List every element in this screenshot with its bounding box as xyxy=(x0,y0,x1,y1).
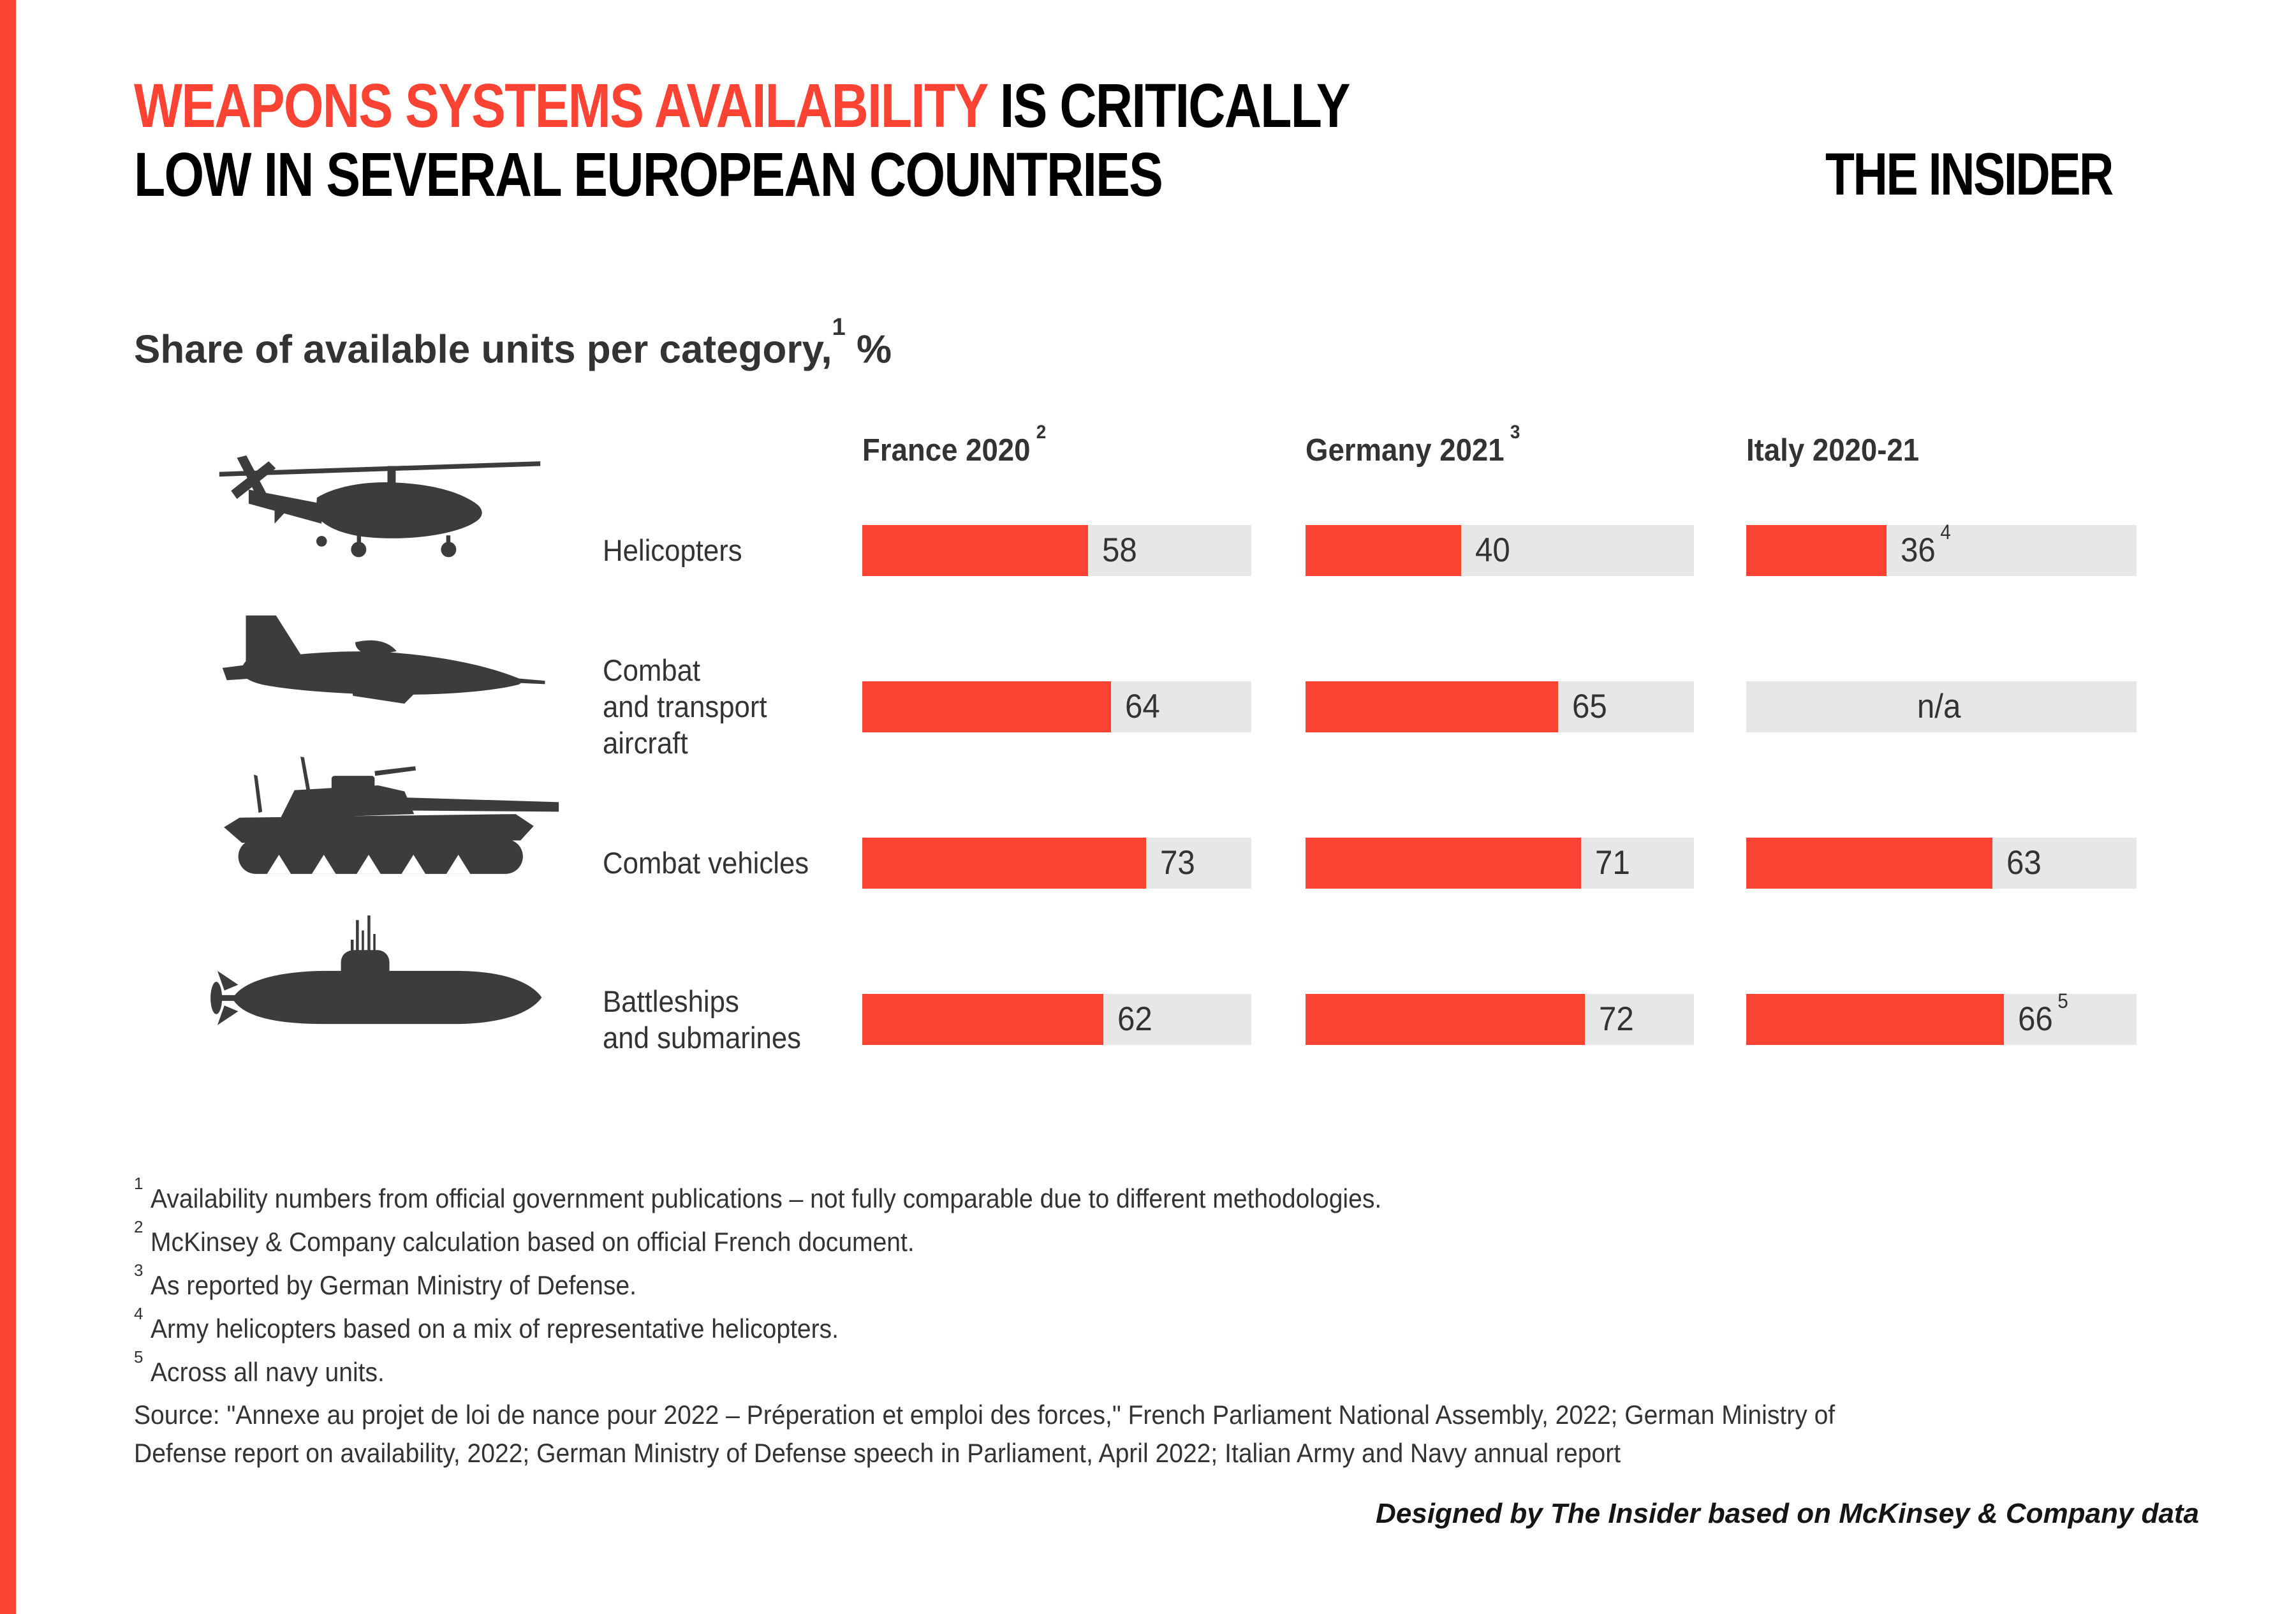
bar-track: 64 xyxy=(862,681,1251,732)
bar-value: 64 xyxy=(1125,688,1161,725)
bar-fill xyxy=(862,993,1104,1045)
footnote-3: 3 As reported by German Ministry of Defen… xyxy=(134,1261,637,1300)
bar-cell-italy-aircraft: n/a xyxy=(1746,681,2137,732)
bar-fill xyxy=(1746,993,2004,1045)
bar-cell-italy-helicopters: 36 4 xyxy=(1746,521,2137,576)
bar-track: 36 4 xyxy=(1746,521,2137,576)
bar-value: 40 xyxy=(1475,531,1510,569)
source-note: Source: "Annexe au projet de loi de nanc… xyxy=(134,1400,1836,1468)
bar-cell-italy-vehicles: 63 xyxy=(1746,837,2137,889)
fighter-jet-icon xyxy=(134,605,603,722)
credit-line: Designed by The Insider based on McKinse… xyxy=(1376,1498,2199,1529)
row-label-helicopters: Helicopters xyxy=(603,533,742,567)
bar-fill xyxy=(862,681,1112,732)
bar-value: 63 xyxy=(2006,844,2042,882)
bar-track: 40 xyxy=(1306,524,1694,576)
subtitle-footnote-mark: 1 xyxy=(832,314,846,341)
bar-track: 65 xyxy=(1306,681,1694,732)
bar-track: 58 xyxy=(862,524,1251,576)
bar-value: 62 xyxy=(1117,1000,1153,1038)
na-value: n/a xyxy=(1917,688,1961,725)
the-insider-logo: THE INSIDER xyxy=(1825,140,2114,207)
row-label-combat-vehicles: Combat vehicles xyxy=(603,846,809,880)
bar-value: 73 xyxy=(1160,844,1196,882)
title-line-1-rest: IS CRITICALLY xyxy=(987,71,1351,140)
bar-fill xyxy=(862,524,1088,576)
page-title: WEAPONS SYSTEMS AVAILABILITY IS CRITICAL… xyxy=(134,71,1598,209)
tank-icon xyxy=(134,757,603,882)
bar-cell-germany-helicopters: 40 xyxy=(1306,524,1694,576)
bar-cell-germany-vehicles: 71 xyxy=(1306,837,1694,889)
bar-fill xyxy=(1746,524,1887,576)
subtitle-unit: % xyxy=(845,327,892,372)
chart-subtitle: Share of available units per category,1 … xyxy=(134,314,892,374)
bar-chart: France 20202 Germany 20213 Italy 2020-21 xyxy=(134,408,2137,1097)
bar-track: 72 xyxy=(1306,993,1694,1045)
chart-row-battleships: Battleships and submarines 62 72 66 5 xyxy=(134,915,2137,1097)
bar-cell-france-vehicles: 73 xyxy=(862,837,1251,889)
bar-fill xyxy=(1306,524,1461,576)
row-label-battleships: Battleships and submarines xyxy=(603,984,802,1055)
chart-row-aircraft: Combat and transport aircraft 64 65 n/a xyxy=(134,615,2137,785)
bar-cell-france-battleships: 62 xyxy=(862,993,1251,1045)
bar-track: n/a xyxy=(1746,681,2137,732)
column-header-france: France 20202 xyxy=(862,421,1047,468)
footnote-4: 4 Army helicopters based on a mix of repr… xyxy=(134,1304,839,1344)
subtitle-text: Share of available units per category, xyxy=(134,327,832,372)
bar-fill xyxy=(1306,681,1558,732)
footnote-5: 5 Across all navy units. xyxy=(134,1347,385,1387)
bar-value: 71 xyxy=(1595,844,1631,882)
bar-fill xyxy=(1306,837,1582,889)
bar-value: 58 xyxy=(1101,531,1137,569)
footnotes: 1 Availability numbers from official gove… xyxy=(134,1174,1475,1391)
submarine-icon xyxy=(134,915,603,1037)
bar-value: 36 4 xyxy=(1901,521,1952,569)
bar-cell-france-aircraft: 64 xyxy=(862,681,1251,732)
bar-cell-germany-battleships: 72 xyxy=(1306,993,1694,1045)
helicopter-icon xyxy=(134,454,603,560)
column-header-germany: Germany 20213 xyxy=(1306,421,1520,468)
bar-track: 63 xyxy=(1746,837,2137,889)
bar-value: 65 xyxy=(1571,688,1607,725)
footnote-1: 1 Availability numbers from official gove… xyxy=(134,1174,1382,1213)
bar-cell-italy-battleships: 66 5 xyxy=(1746,989,2137,1045)
bar-value: 66 5 xyxy=(2017,989,2068,1038)
column-header-italy: Italy 2020-21 xyxy=(1746,433,1920,468)
bar-track: 71 xyxy=(1306,837,1694,889)
bar-fill xyxy=(1306,993,1586,1045)
bar-value: 72 xyxy=(1599,1000,1635,1038)
bar-track: 73 xyxy=(862,837,1251,889)
bar-track: 62 xyxy=(862,993,1251,1045)
title-highlight: WEAPONS SYSTEMS AVAILABILITY xyxy=(134,71,988,140)
accent-stripe xyxy=(0,0,16,1614)
footnote-2: 2 McKinsey & Company calculation based on… xyxy=(134,1217,915,1257)
title-line-2: LOW IN SEVERAL EUROPEAN COUNTRIES xyxy=(134,140,1163,209)
bar-cell-germany-aircraft: 65 xyxy=(1306,681,1694,732)
column-header-row: France 20202 Germany 20213 Italy 2020-21 xyxy=(134,408,2137,472)
chart-row-helicopters: Helicopters 58 40 36 4 xyxy=(134,455,2137,628)
bar-fill xyxy=(1746,837,1992,889)
chart-row-combat-vehicles: Combat vehicles 73 71 63 xyxy=(134,757,2137,941)
row-label-aircraft: Combat and transport aircraft xyxy=(603,653,767,760)
title-line-1: WEAPONS SYSTEMS AVAILABILITY IS CRITICAL… xyxy=(134,71,1351,140)
bar-cell-france-helicopters: 58 xyxy=(862,524,1251,576)
bar-fill xyxy=(862,837,1147,889)
bar-track: 66 5 xyxy=(1746,989,2137,1045)
